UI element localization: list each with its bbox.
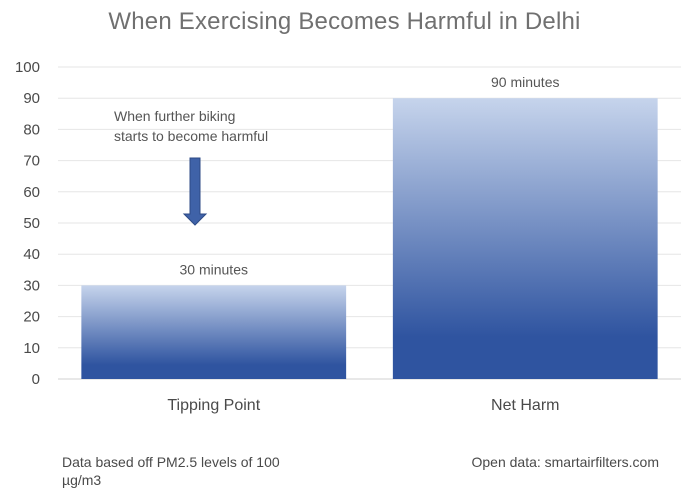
y-tick-label: 50: [23, 215, 40, 232]
y-tick-label: 30: [23, 277, 40, 294]
chart-title: When Exercising Becomes Harmful in Delhi: [108, 8, 581, 35]
bar: [392, 98, 658, 379]
bars: 30 minutes 90 minutes: [81, 74, 658, 379]
y-tick-label: 10: [23, 340, 40, 357]
bar-data-label: 90 minutes: [491, 74, 559, 90]
x-axis-labels: Tipping Point Net Harm: [167, 397, 559, 414]
y-tick-label: 70: [23, 153, 40, 170]
bar-data-label: 30 minutes: [180, 261, 248, 277]
y-tick-label: 90: [23, 90, 40, 107]
arrow-down-icon: [182, 157, 208, 226]
bar: [81, 285, 347, 379]
category-label: Tipping Point: [167, 397, 260, 414]
y-tick-label: 60: [23, 184, 40, 201]
category-label: Net Harm: [491, 397, 559, 414]
annotation-line-1: When further biking: [114, 108, 235, 124]
y-tick-label: 40: [23, 246, 40, 263]
annotation: When further biking starts to become har…: [114, 108, 268, 226]
y-tick-label: 0: [32, 371, 40, 388]
source-note: Data based off PM2.5 levels of 100 µg/m3: [62, 454, 280, 488]
y-axis-ticks: 0 10 20 30 40 50 60 70 80 90 100: [15, 59, 40, 388]
annotation-line-2: starts to become harmful: [114, 128, 268, 144]
data-credit: Open data: smartairfilters.com: [471, 454, 659, 470]
y-tick-label: 20: [23, 309, 40, 326]
y-tick-label: 100: [15, 59, 40, 76]
y-tick-label: 80: [23, 121, 40, 138]
